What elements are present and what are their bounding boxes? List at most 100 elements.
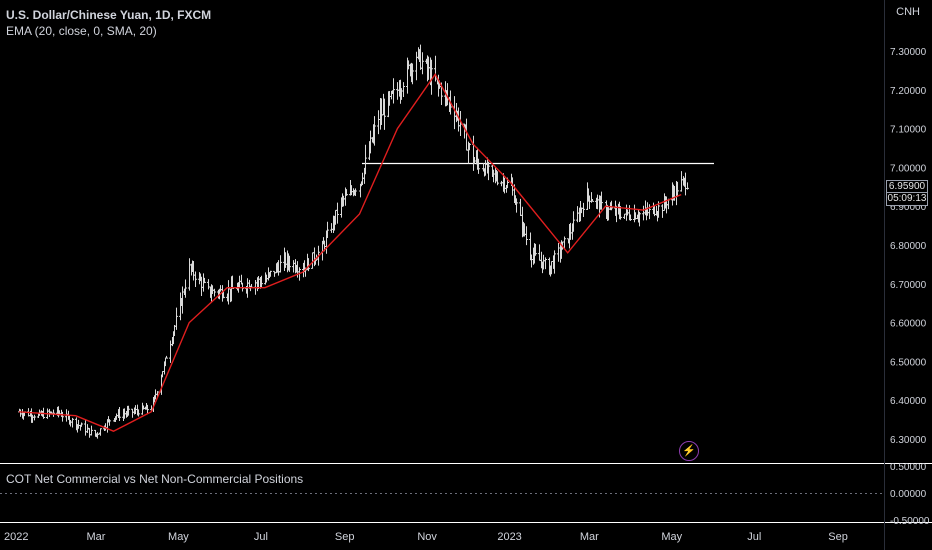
lightning-icon[interactable]: ⚡ [679, 441, 699, 461]
time-tick-label: 2022 [4, 531, 28, 543]
ohlc-bar [525, 226, 528, 246]
ohlc-bar [530, 254, 533, 268]
cot-tick-label: 0.00000 [890, 489, 927, 500]
price-tick-label: 6.50000 [890, 357, 927, 368]
ohlc-bar [88, 428, 91, 438]
time-tick-label: May [168, 531, 189, 543]
ohlc-bar [582, 202, 585, 217]
price-tick-label: 6.90000 [890, 202, 927, 213]
time-tick-label: Jul [254, 531, 268, 543]
ohlc-bar [468, 143, 471, 151]
ohlc-bar [373, 116, 376, 146]
ohlc-bar [231, 275, 234, 290]
time-tick-label: Sep [828, 531, 848, 543]
cot-pane-title: COT Net Commercial vs Net Non-Commercial… [6, 472, 304, 486]
time-tick-label: Mar [86, 531, 105, 543]
ohlc-bar [396, 82, 399, 100]
ohlc-bar [487, 161, 490, 181]
ohlc-bar [219, 285, 222, 292]
ohlc-bar [207, 279, 210, 290]
ohlc-bar [184, 279, 187, 298]
ohlc-bar [686, 182, 689, 190]
ohlc-bar [240, 274, 243, 285]
ohlc-bar [383, 98, 386, 130]
ohlc-bar [576, 206, 579, 223]
ohlc-bar [84, 420, 87, 436]
ohlc-bar [354, 188, 357, 197]
ohlc-bar [676, 181, 679, 197]
cot-tick-label: -0.50000 [890, 516, 930, 527]
ohlc-bar [203, 277, 206, 284]
cot-tick-label: 0.50000 [890, 462, 927, 473]
ohlc-bar [591, 198, 594, 202]
ohlc-bar [33, 414, 36, 421]
ohlc-bar [165, 355, 168, 359]
ohlc-bar [273, 270, 276, 277]
ohlc-bar [629, 214, 632, 221]
ohlc-bar [307, 258, 310, 272]
ohlc-bar [131, 408, 134, 418]
time-tick-label: Mar [580, 531, 599, 543]
ohlc-bar [648, 204, 651, 220]
ohlc-bars [18, 44, 689, 439]
ohlc-bar [544, 257, 547, 270]
ohlc-bar [137, 409, 140, 417]
ohlc-bar [600, 191, 603, 210]
ohlc-bar [80, 422, 83, 427]
ohlc-bar [519, 198, 522, 216]
ohlc-bar [392, 78, 395, 104]
price-tick-label: 6.40000 [890, 396, 927, 407]
price-tick-label: 7.00000 [890, 163, 927, 174]
ohlc-bar [538, 244, 541, 261]
ohlc-bar [515, 198, 518, 213]
ohlc-bar [610, 200, 613, 211]
ohlc-bar [188, 258, 191, 291]
ohlc-bar [260, 275, 263, 288]
chart-title: U.S. Dollar/Chinese Yuan, 1D, FXCM [6, 8, 212, 22]
time-tick-label: Jul [747, 531, 761, 543]
ohlc-bar [288, 255, 291, 272]
price-tick-label: 6.60000 [890, 319, 927, 330]
ohlc-bar [415, 51, 418, 81]
ema-line [18, 72, 682, 432]
ohlc-bar [496, 171, 499, 186]
ohlc-bar [377, 110, 380, 135]
ohlc-bar [345, 189, 348, 196]
price-tick-label: 6.80000 [890, 241, 927, 252]
time-tick-label: Sep [335, 531, 355, 543]
ohlc-bar [421, 52, 424, 75]
ohlc-bar [680, 171, 683, 192]
price-tick-label: 7.30000 [890, 47, 927, 58]
ohlc-bar [553, 250, 556, 274]
ohlc-bar [269, 270, 272, 277]
ohlc-bar [90, 425, 93, 436]
ohlc-bar [572, 211, 575, 232]
ohlc-bar [364, 144, 367, 175]
price-tick-label: 6.30000 [890, 435, 927, 446]
ohlc-bar [146, 404, 149, 414]
ohlc-bar [661, 204, 664, 218]
ohlc-bar [222, 291, 225, 299]
price-tick-label: 7.20000 [890, 86, 927, 97]
price-tick-label: 6.70000 [890, 280, 927, 291]
ohlc-bar [326, 221, 329, 239]
ohlc-bar [61, 411, 64, 422]
ohlc-bar [194, 271, 197, 288]
ohlc-bar [213, 288, 216, 297]
ohlc-bar [472, 135, 475, 171]
ohlc-bar [336, 202, 339, 224]
ohlc-bar [169, 340, 172, 363]
ohlc-bar [52, 409, 55, 417]
ohlc-bar [118, 407, 121, 421]
ohlc-bar [638, 211, 641, 227]
ohlc-bar [623, 213, 626, 219]
ohlc-bar [292, 260, 295, 273]
ohlc-bar [477, 158, 480, 174]
time-tick-label: 2023 [497, 531, 521, 543]
ohlc-bar [563, 236, 566, 250]
ohlc-bar [557, 243, 560, 262]
ohlc-bar [411, 63, 414, 85]
ohlc-bar [127, 405, 130, 416]
countdown-tag: 05:09:13 [886, 192, 928, 206]
